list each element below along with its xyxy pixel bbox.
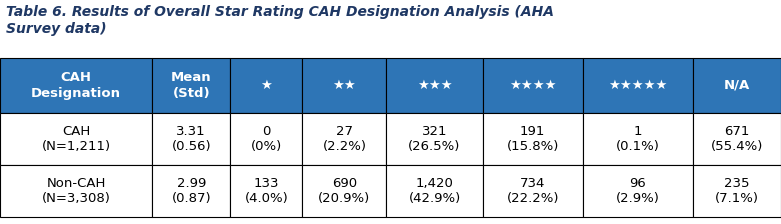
Text: 96
(2.9%): 96 (2.9%): [616, 177, 660, 205]
Bar: [387, 113, 483, 165]
Bar: [387, 58, 483, 113]
Bar: [583, 165, 693, 217]
Text: N/A: N/A: [724, 79, 750, 92]
Text: 235
(7.1%): 235 (7.1%): [715, 177, 759, 205]
Bar: [693, 58, 781, 113]
Bar: [230, 113, 302, 165]
Text: ★: ★: [260, 79, 273, 92]
Text: 27
(2.2%): 27 (2.2%): [323, 125, 366, 153]
Text: ★★★★★: ★★★★★: [608, 79, 668, 92]
Text: Mean
(Std): Mean (Std): [171, 71, 212, 100]
Text: 671
(55.4%): 671 (55.4%): [711, 125, 763, 153]
Text: ★★: ★★: [333, 79, 356, 92]
Bar: [483, 113, 583, 165]
Bar: [152, 113, 230, 165]
Text: 2.99
(0.87): 2.99 (0.87): [172, 177, 211, 205]
Text: 1,420
(42.9%): 1,420 (42.9%): [408, 177, 461, 205]
Text: 321
(26.5%): 321 (26.5%): [408, 125, 461, 153]
Bar: [0, 58, 152, 113]
Bar: [230, 58, 302, 113]
Text: CAH
(N=1,211): CAH (N=1,211): [41, 125, 111, 153]
Text: ★★★: ★★★: [417, 79, 452, 92]
Bar: [302, 58, 387, 113]
Bar: [387, 165, 483, 217]
Text: 1
(0.1%): 1 (0.1%): [616, 125, 660, 153]
Bar: [302, 165, 387, 217]
Bar: [693, 165, 781, 217]
Bar: [152, 58, 230, 113]
Bar: [0, 165, 152, 217]
Bar: [230, 165, 302, 217]
Bar: [302, 113, 387, 165]
Text: 734
(22.2%): 734 (22.2%): [506, 177, 559, 205]
Text: ★★★★: ★★★★: [509, 79, 556, 92]
Bar: [483, 58, 583, 113]
Bar: [483, 165, 583, 217]
Text: Non-CAH
(N=3,308): Non-CAH (N=3,308): [41, 177, 111, 205]
Text: 133
(4.0%): 133 (4.0%): [244, 177, 288, 205]
Text: 690
(20.9%): 690 (20.9%): [319, 177, 370, 205]
Text: 3.31
(0.56): 3.31 (0.56): [172, 125, 211, 153]
Text: CAH
Designation: CAH Designation: [31, 71, 121, 100]
Text: 191
(15.8%): 191 (15.8%): [507, 125, 559, 153]
Bar: [0, 113, 152, 165]
Bar: [583, 58, 693, 113]
Bar: [583, 113, 693, 165]
Text: 0
(0%): 0 (0%): [251, 125, 282, 153]
Bar: [152, 165, 230, 217]
Text: Table 6. Results of Overall Star Rating CAH Designation Analysis (AHA
Survey dat: Table 6. Results of Overall Star Rating …: [6, 5, 554, 36]
Bar: [693, 113, 781, 165]
